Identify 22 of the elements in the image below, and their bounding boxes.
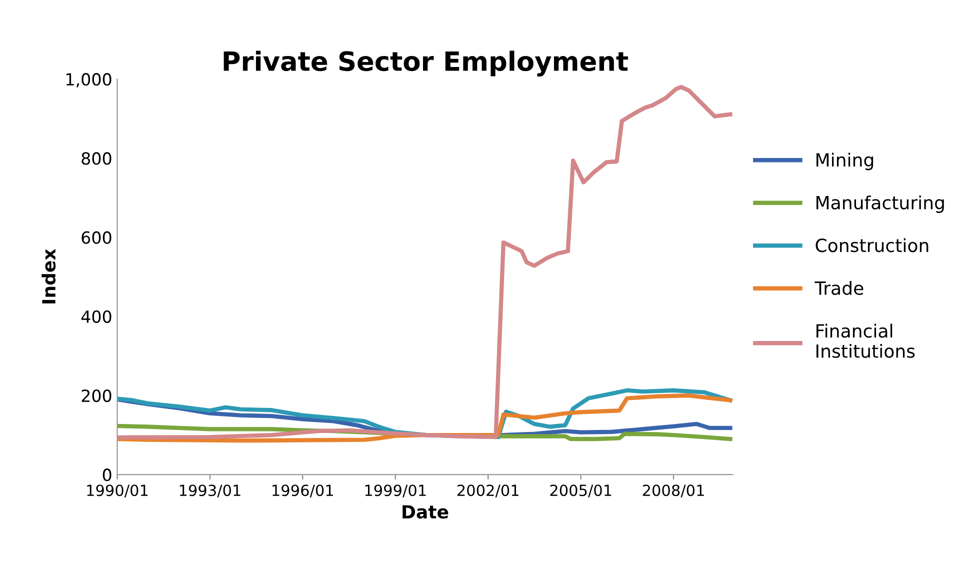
x-tick-label: 2002/01 [458,484,518,498]
y-tick-label: 200 [82,389,112,402]
legend-label: Mining [816,152,874,170]
x-tick-label: 2008/01 [642,484,704,498]
y-tick-label: 400 [81,310,112,323]
y-axis-title: Index [42,248,56,304]
chart-title: Private Sector Employment [224,50,628,76]
x-tick-label: 2005/01 [550,484,612,498]
y-tick-label: 0 [102,468,112,482]
legend-label: Construction [816,238,928,252]
x-tick-label: 1993/01 [180,484,240,498]
y-tick-label: 600 [82,231,112,244]
x-tick-label: 1999/01 [365,484,426,498]
y-tick-label: 1,000 [66,73,112,88]
x-axis-title: Date [402,505,448,519]
legend-label: Manufacturing [816,195,944,213]
line-series [117,84,732,440]
x-tick-label: 1996/01 [272,484,333,498]
x-tick-label: 1990/01 [87,484,148,498]
legend-label: Financial Institutions [816,324,915,358]
legend-label: Trade [814,280,864,295]
y-tick-label: 800 [82,152,112,165]
